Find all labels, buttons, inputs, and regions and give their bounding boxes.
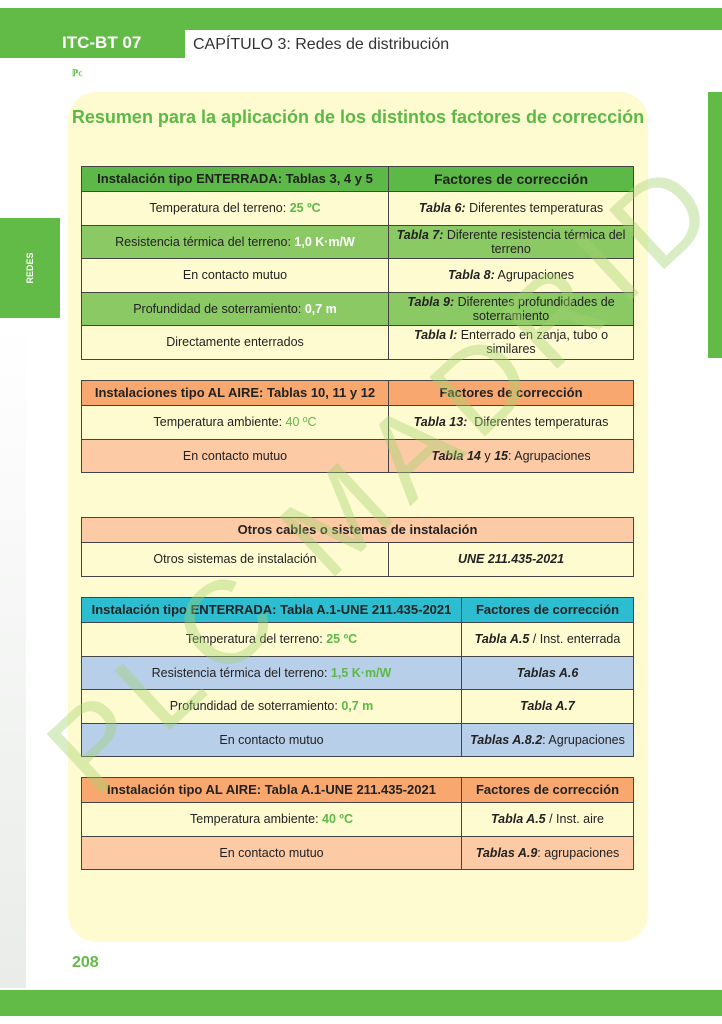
header-cell: Factores de corrección xyxy=(461,777,634,803)
table-row: Profundidad de soterramiento: 0,7 m Tabla… xyxy=(81,291,634,326)
header-cell: Factores de corrección xyxy=(461,597,634,623)
header-cell: Instalaciones tipo AL AIRE: Tablas 10, 1… xyxy=(81,380,389,406)
right-bar xyxy=(708,92,722,358)
header-cell: Factores de corrección xyxy=(388,166,634,192)
side-strip xyxy=(0,318,26,988)
header-cell: Instalación tipo AL AIRE: Tabla A.1-UNE … xyxy=(81,777,462,803)
table-row: Otros sistemas de instalación UNE 211.435… xyxy=(81,542,634,577)
section-code: ITC-BT 07 xyxy=(0,30,185,58)
table-row: Directamente enterrados Tabla I: Enterrad… xyxy=(81,325,634,360)
table-row: Temperatura ambiente: 40 ºC Tabla A.5 / I… xyxy=(81,802,634,837)
page-title: Resumen para la aplicación de los distin… xyxy=(71,107,645,127)
logo: ℙℂ xyxy=(72,68,83,78)
table-otros: Otros cables o sistemas de instalación O… xyxy=(81,517,634,577)
table-row: En contacto mutuo Tabla 14 y 15: Agrupaci… xyxy=(81,438,634,473)
table-row: Resistencia térmica del terreno: 1,5 K·m… xyxy=(81,655,634,690)
side-tab-label: REDES xyxy=(25,252,35,284)
table-row: Temperatura ambiente: 40 ºC Tabla 13: Dif… xyxy=(81,405,634,440)
table-enterrada-une: Instalación tipo ENTERRADA: Tabla A.1-UN… xyxy=(81,597,634,757)
header-cell: Instalación tipo ENTERRADA: Tablas 3, 4 … xyxy=(81,166,389,192)
table-row: Temperatura del terreno: 25 ºC Tabla A.5 … xyxy=(81,622,634,657)
top-band xyxy=(0,8,722,30)
table-row: En contacto mutuo Tablas A.8.2: Agrupacio… xyxy=(81,722,634,757)
table-row: Profundidad de soterramiento: 0,7 m Tabla… xyxy=(81,689,634,724)
header-cell: Instalación tipo ENTERRADA: Tabla A.1-UN… xyxy=(81,597,462,623)
table-row: Resistencia térmica del terreno: 1,0 K·m… xyxy=(81,224,634,259)
header-cell: Otros cables o sistemas de instalación xyxy=(81,517,634,543)
table-al-aire: Instalaciones tipo AL AIRE: Tablas 10, 1… xyxy=(81,380,634,473)
page-number: 208 xyxy=(72,954,99,971)
side-tab-redes: REDES xyxy=(0,218,60,318)
table-al-aire-une: Instalación tipo AL AIRE: Tabla A.1-UNE … xyxy=(81,777,634,870)
table-row: Temperatura del terreno: 25 ºC Tabla 6: D… xyxy=(81,191,634,226)
table-enterrada: Instalación tipo ENTERRADA: Tablas 3, 4 … xyxy=(81,166,634,360)
table-row: En contacto mutuo Tablas A.9: agrupacione… xyxy=(81,835,634,870)
table-row: En contacto mutuo Tabla 8: Agrupaciones xyxy=(81,258,634,293)
header-cell: Factores de corrección xyxy=(388,380,634,406)
bottom-band xyxy=(0,990,722,1016)
chapter-title: CAPÍTULO 3: Redes de distribución xyxy=(193,36,450,53)
